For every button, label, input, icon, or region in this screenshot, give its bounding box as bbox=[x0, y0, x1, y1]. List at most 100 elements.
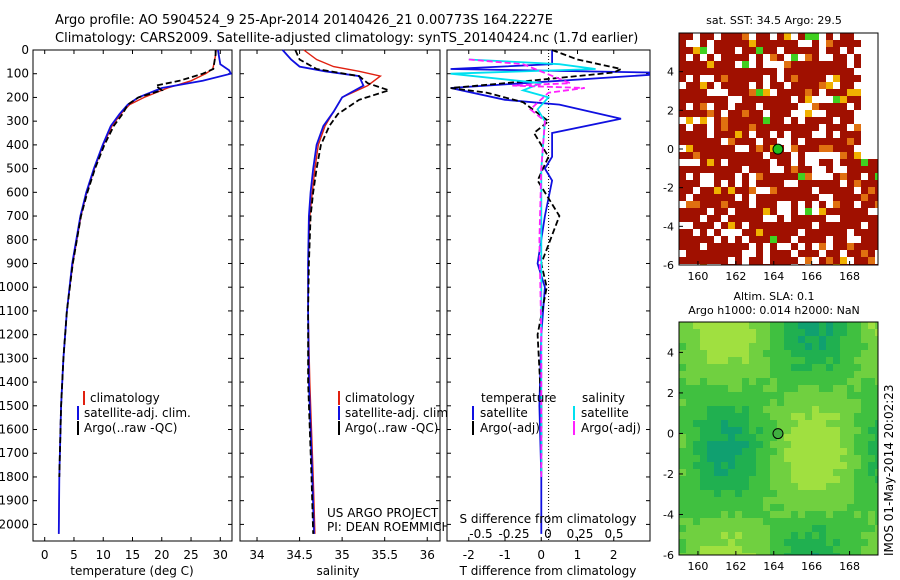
map-cell bbox=[847, 215, 854, 222]
map-cell bbox=[784, 343, 791, 350]
map-cell bbox=[847, 194, 854, 201]
map-cell bbox=[679, 236, 686, 243]
map-cell bbox=[679, 392, 686, 399]
map-cell bbox=[833, 138, 840, 145]
legend-swatch-climatology bbox=[338, 391, 340, 405]
map-cell bbox=[861, 364, 868, 371]
map-cell bbox=[868, 236, 875, 243]
map-cell bbox=[784, 194, 791, 201]
map-cell bbox=[735, 54, 742, 61]
map-cell bbox=[798, 159, 805, 166]
map-cell bbox=[861, 378, 868, 385]
map-cell bbox=[714, 257, 721, 264]
map-cell bbox=[686, 406, 693, 413]
map-cell bbox=[728, 476, 735, 483]
map-cell bbox=[756, 392, 763, 399]
map-cell bbox=[868, 455, 875, 462]
map-cell bbox=[826, 546, 833, 553]
map-cell bbox=[707, 462, 714, 469]
map-cell bbox=[791, 462, 798, 469]
map-cell bbox=[686, 166, 693, 173]
map-cell bbox=[861, 448, 868, 455]
map-cell bbox=[791, 61, 798, 68]
map-cell bbox=[784, 103, 791, 110]
map-cell bbox=[693, 166, 700, 173]
map-cell bbox=[777, 336, 784, 343]
map-cell bbox=[791, 243, 798, 250]
legend-satellite-adj: satellite-adj. clim. bbox=[84, 406, 191, 420]
temperature-plot-frame bbox=[32, 49, 233, 542]
map-cell bbox=[679, 329, 686, 336]
x-tick-label: 0 bbox=[41, 548, 49, 562]
y-tick-label: 0 bbox=[21, 43, 29, 57]
map-cell bbox=[721, 68, 728, 75]
map-cell bbox=[707, 420, 714, 427]
map-cell bbox=[784, 222, 791, 229]
map-cell bbox=[833, 201, 840, 208]
map-cell bbox=[840, 75, 847, 82]
map-cell bbox=[686, 420, 693, 427]
map-cell bbox=[714, 385, 721, 392]
map-cell bbox=[756, 61, 763, 68]
map-cell bbox=[868, 229, 875, 236]
map-cell bbox=[833, 68, 840, 75]
map-cell bbox=[833, 399, 840, 406]
map-cell bbox=[833, 322, 840, 329]
map-cell bbox=[721, 462, 728, 469]
map-cell bbox=[819, 497, 826, 504]
map-cell bbox=[756, 406, 763, 413]
map-cell bbox=[791, 518, 798, 525]
map-cell bbox=[686, 131, 693, 138]
map-cell bbox=[847, 166, 854, 173]
map-cell bbox=[798, 364, 805, 371]
legend-swatch-s-argo bbox=[573, 421, 575, 435]
map-cell bbox=[826, 357, 833, 364]
map-cell bbox=[847, 448, 854, 455]
map-cell bbox=[679, 455, 686, 462]
map-cell bbox=[861, 357, 868, 364]
map-cell bbox=[714, 490, 721, 497]
map-cell bbox=[784, 166, 791, 173]
map-cell bbox=[812, 434, 819, 441]
map-cell bbox=[861, 504, 868, 511]
map-cell bbox=[707, 194, 714, 201]
map-cell bbox=[812, 371, 819, 378]
map-cell bbox=[777, 173, 784, 180]
map-cell bbox=[819, 476, 826, 483]
map-cell bbox=[735, 413, 742, 420]
temperature-panel: 0100200300400500600700800900100011001200… bbox=[0, 43, 233, 578]
map-cell bbox=[854, 173, 861, 180]
map-cell bbox=[805, 250, 812, 257]
map-cell bbox=[756, 40, 763, 47]
map-cell bbox=[686, 33, 693, 40]
map-cell bbox=[756, 152, 763, 159]
map-cell bbox=[875, 441, 878, 448]
map-cell bbox=[735, 208, 742, 215]
map-cell bbox=[756, 329, 763, 336]
map-cell bbox=[686, 243, 693, 250]
map-cell bbox=[784, 250, 791, 257]
map-cell bbox=[763, 448, 770, 455]
map-cell bbox=[868, 490, 875, 497]
map-cell bbox=[784, 420, 791, 427]
x-tick-label: 34 bbox=[249, 548, 264, 562]
map-cell bbox=[875, 159, 878, 166]
map-cell bbox=[791, 117, 798, 124]
map-cell bbox=[833, 47, 840, 54]
map-cell bbox=[714, 152, 721, 159]
map-cell bbox=[791, 406, 798, 413]
map-cell bbox=[686, 96, 693, 103]
map-cell bbox=[728, 490, 735, 497]
map-cell bbox=[721, 357, 728, 364]
map-cell bbox=[707, 54, 714, 61]
map-cell bbox=[861, 343, 868, 350]
map-cell bbox=[763, 47, 770, 54]
map-cell bbox=[819, 82, 826, 89]
map-cell bbox=[777, 250, 784, 257]
map-cell bbox=[833, 378, 840, 385]
sla-map-subtitle: Argo h1000: 0.014 h2000: NaN bbox=[688, 304, 860, 317]
map-cell bbox=[819, 553, 826, 555]
map-cell bbox=[826, 33, 833, 40]
map-cell bbox=[728, 469, 735, 476]
map-cell bbox=[742, 180, 749, 187]
